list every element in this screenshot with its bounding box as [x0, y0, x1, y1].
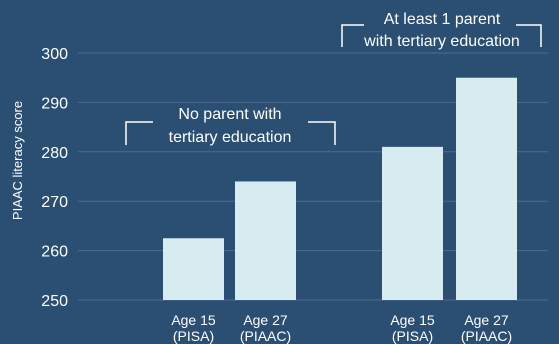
group-bracket	[125, 121, 336, 145]
group-annotation: tertiary education	[169, 129, 292, 146]
group-bracket	[341, 24, 542, 47]
category-label: (PIAAC)	[461, 328, 512, 344]
y-tick-label: 280	[41, 145, 68, 162]
category-label: (PISA)	[392, 328, 433, 344]
y-tick-label: 300	[41, 46, 68, 63]
y-tick-label: 260	[41, 244, 68, 261]
category-label: Age 27	[464, 312, 509, 328]
bar	[456, 77, 517, 300]
group-annotation: No parent with	[178, 106, 281, 123]
bar	[235, 181, 296, 300]
bar	[163, 238, 224, 300]
category-label: Age 15	[390, 312, 435, 328]
category-label: (PISA)	[173, 328, 214, 344]
bar	[382, 146, 443, 300]
y-tick-label: 270	[41, 194, 68, 211]
y-tick-label: 250	[41, 293, 68, 310]
category-label: Age 15	[171, 312, 216, 328]
y-tick-label: 290	[41, 95, 68, 112]
y-axis-label: PIAAC literacy score	[10, 101, 25, 220]
group-annotation: At least 1 parent	[384, 11, 501, 28]
category-label: Age 27	[243, 312, 288, 328]
group-annotation: with tertiary education	[363, 33, 520, 50]
category-label: (PIAAC)	[240, 328, 291, 344]
